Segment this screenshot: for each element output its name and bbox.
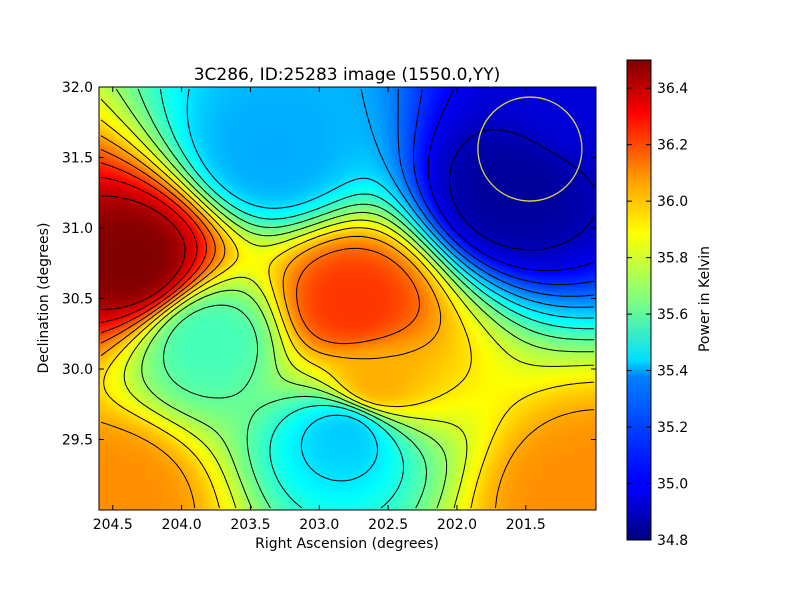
colorbar-tick-label: 36.0 — [657, 194, 688, 210]
source-marker-circle — [477, 96, 583, 202]
contour-lines — [100, 88, 595, 509]
contour-line — [100, 149, 420, 345]
colorbar-frame — [626, 59, 652, 541]
x-axis: 204.5 204.0 203.5 203.0 202.5 202.0 201.5 — [93, 87, 546, 533]
x-tick-label: 201.5 — [506, 517, 546, 533]
y-tick-label: 32.0 — [62, 80, 93, 96]
contour-line — [186, 88, 595, 482]
contour-line — [100, 162, 207, 334]
colorbar — [627, 60, 651, 540]
y-tick-label: 30.5 — [62, 292, 93, 308]
contour-line — [137, 88, 594, 509]
contour-line — [100, 98, 595, 509]
x-tick-label: 203.0 — [299, 517, 339, 533]
x-tick-label: 204.5 — [93, 517, 133, 533]
colorbar-tick-label: 36.4 — [657, 81, 688, 97]
x-axis-label: Right Ascension (degrees) — [255, 536, 439, 552]
contour-line — [101, 195, 186, 310]
colorbar-tick-label: 34.8 — [657, 533, 688, 549]
chart-title: 3C286, ID:25283 image (1550.0,YY) — [194, 65, 501, 85]
x-tick-label: 204.0 — [162, 517, 202, 533]
colorbar-tick-label: 35.4 — [657, 364, 688, 380]
contour-line — [397, 89, 595, 297]
colorbar-label: Power in Kelvin — [697, 246, 713, 352]
x-tick-label: 202.5 — [368, 517, 408, 533]
colorbar-axis: 34.8 35.0 35.2 35.4 35.6 35.8 36.0 36.2 36.4 — [627, 81, 688, 549]
contour-line — [360, 88, 595, 308]
colorbar-tick-label: 35.2 — [657, 420, 688, 436]
y-tick-label: 31.0 — [62, 221, 93, 237]
contour-line — [413, 88, 595, 285]
x-tick-label: 203.5 — [230, 517, 270, 533]
colorbar-tick-label: 35.6 — [657, 307, 688, 323]
contour-line — [100, 119, 595, 509]
heatmap-image — [99, 87, 596, 510]
contour-line — [100, 176, 198, 323]
contour-line — [160, 88, 594, 509]
contour-line — [115, 88, 594, 509]
colorbar-tick-label: 36.2 — [657, 138, 688, 154]
contour-line — [100, 135, 595, 509]
y-axis: 29.5 30.0 30.5 31.0 31.5 32.0 — [62, 80, 596, 449]
x-tick-label: 202.0 — [437, 517, 477, 533]
colorbar-tick-label: 35.0 — [657, 477, 688, 493]
y-tick-label: 30.0 — [62, 362, 93, 378]
plot-area — [99, 87, 596, 510]
y-axis-label: Declination (degrees) — [36, 223, 52, 374]
y-tick-label: 29.5 — [62, 433, 93, 449]
y-tick-label: 31.5 — [62, 151, 93, 167]
contour-line — [427, 88, 595, 272]
colorbar-tick-label: 35.8 — [657, 251, 688, 267]
